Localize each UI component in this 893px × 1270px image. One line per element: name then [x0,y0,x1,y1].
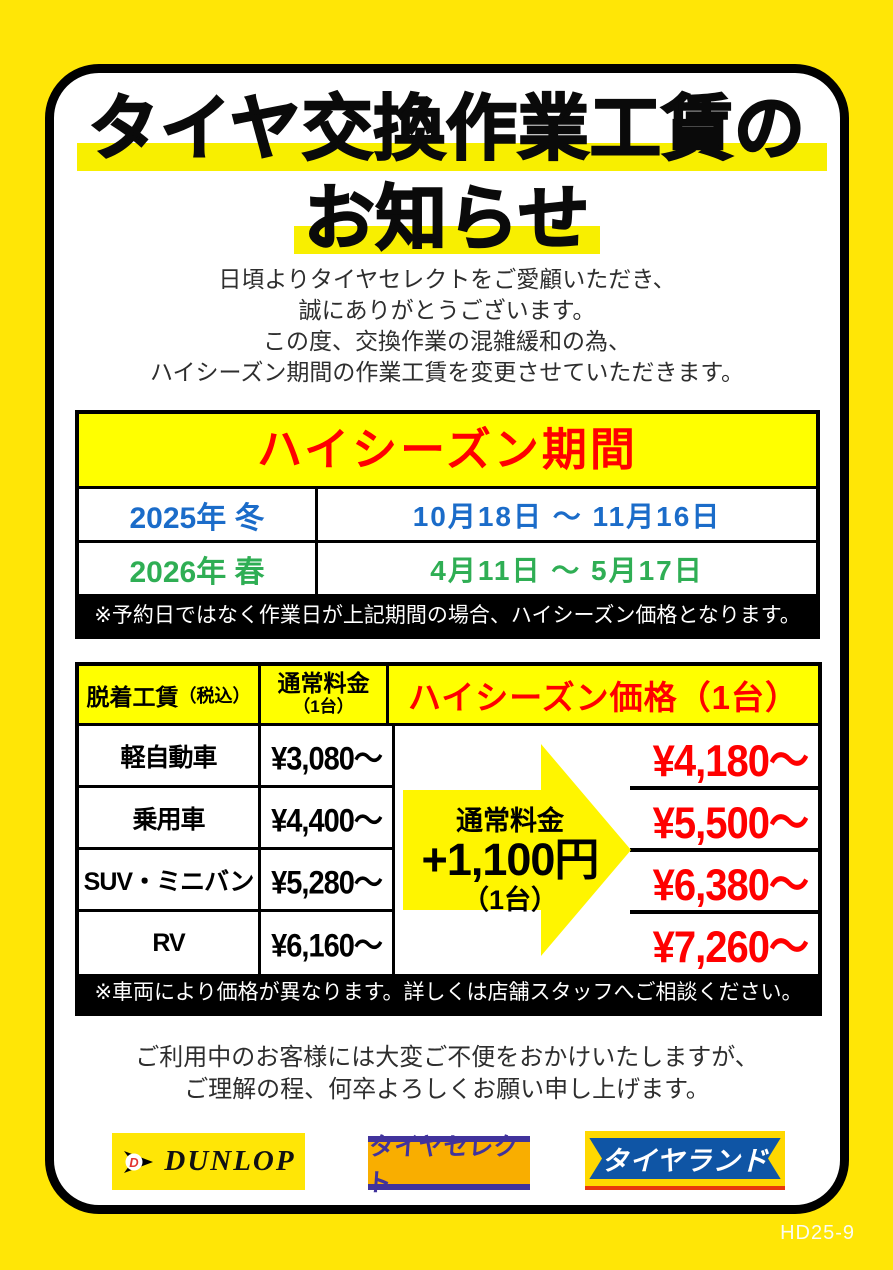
intro-line: 日頃よりタイヤセレクトをご愛顧いただき、 [218,266,676,292]
normal-price: ¥6,160～ [271,928,383,965]
high-price-row: ¥7,260～ [395,910,818,974]
col-header-vehicle-sub: （税込） [178,685,251,706]
table-row: RV ¥6,160～ [79,912,392,974]
high-price: ¥5,500～ [652,798,809,849]
tire-select-wordmark: タイヤセレクト [365,1133,520,1197]
svg-text:D: D [130,1155,140,1170]
arrow-line-1: 通常料金 [456,806,564,836]
normal-price-cell: ¥5,280～ [261,850,392,909]
price-table: 脱着工賃 （税込） 通常料金 （1台） ハイシーズン価格（1台） 軽自動車 ¥3,… [75,662,822,1016]
plus-price-arrow-icon [403,744,633,956]
table-row: SUV・ミニバン ¥5,280～ [79,850,392,912]
vehicle-cell: SUV・ミニバン [79,850,261,909]
title-highlight-bar-1 [77,143,827,171]
price-table-header: 脱着工賃 （税込） 通常料金 （1台） ハイシーズン価格（1台） [79,666,818,726]
season-label: 2025年 冬 [79,489,318,540]
title-line-2: お知らせ [45,175,849,265]
normal-price-cell: ¥6,160～ [261,912,392,974]
intro-line: ハイシーズン期間の作業工賃を変更させていただきます。 [149,359,745,385]
high-price: ¥7,260～ [652,922,809,973]
price-table-note: ※車両により価格が異なります。詳しくは店舗スタッフへご相談ください。 [79,974,818,1012]
high-price-row: ¥6,380～ [395,848,818,912]
closing-line: ご利用中のお客様には大変ご不便をおかけいたしますが、 [135,1044,759,1071]
table-row: 乗用車 ¥4,400～ [79,788,392,850]
price-table-left: 軽自動車 ¥3,080～ 乗用車 ¥4,400～ SUV・ミニバン ¥5,280… [79,726,392,974]
season-period: 4月11日 ～ 5月17日 [430,554,704,586]
dunlop-wordmark: DUNLOP [164,1145,296,1177]
arrow-line-3: （1台） [461,885,559,915]
season-row-spring: 2026年 春 4月11日 ～ 5月17日 [79,543,816,597]
col-header-normal-sub: （1台） [293,696,354,716]
season-table-note: ※予約日ではなく作業日が上記期間の場合、ハイシーズン価格となります。 [79,597,816,635]
vehicle-cell: RV [79,912,261,974]
closing-line: ご理解の程、何卒よろしくお願い申し上げます。 [184,1076,710,1103]
high-price: ¥6,380～ [652,860,809,911]
document-code: HD25-9 [780,1222,855,1244]
season-label: 2026年 春 [79,543,318,594]
col-header-highseason: ハイシーズン価格（1台） [389,666,818,723]
title-text-1: タイヤ交換作業工賃の [87,89,806,170]
normal-price: ¥4,400～ [271,802,383,839]
tire-select-logo: タイヤセレクト [366,1133,530,1197]
normal-price-cell: ¥4,400～ [261,788,392,847]
dunlop-d-arrow-icon: D [124,1150,154,1173]
normal-price-cell: ¥3,080～ [261,726,392,785]
arrow-line-2: +1,100円 [421,834,600,885]
page-title: タイヤ交換作業工賃の お知らせ [45,85,849,265]
price-table-body: 軽自動車 ¥3,080～ 乗用車 ¥4,400～ SUV・ミニバン ¥5,280… [79,726,818,974]
col-header-normal: 通常料金 （1台） [261,666,389,723]
high-price: ¥4,180～ [652,736,809,787]
normal-price: ¥3,080～ [271,740,383,777]
season-table: ハイシーズン期間 2025年 冬 10月18日 ～ 11月16日 2026年 春… [75,410,820,639]
season-period: 10月18日 ～ 11月16日 [412,500,722,532]
title-text-2: お知らせ [303,179,591,260]
title-highlight-bar-2 [294,226,600,254]
closing-text: ご利用中のお客様には大変ご不便をおかけいたしますが、 ご理解の程、何卒よろしくお… [45,1042,849,1106]
vehicle-cell: 乗用車 [79,788,261,847]
notice-card [45,64,849,1214]
high-price-row: ¥4,180～ [395,726,818,788]
season-table-title: ハイシーズン期間 [79,414,816,489]
vehicle-cell: 軽自動車 [79,726,261,785]
normal-price: ¥5,280～ [271,864,383,901]
col-header-normal-text: 通常料金 [277,669,370,696]
intro-line: 誠にありがとうございます。 [298,297,596,323]
intro-text: 日頃よりタイヤセレクトをご愛顧いただき、 誠にありがとうございます。 この度、交… [45,264,849,388]
plus-price-text: 通常料金 +1,100円 （1台） [403,806,617,916]
high-price-row: ¥5,500～ [395,786,818,850]
high-season-cell: ¥4,180～ ¥5,500～ ¥6,380～ ¥7,260～ 通常料金 +1,… [392,726,818,974]
season-row-winter: 2025年 冬 10月18日 ～ 11月16日 [79,489,816,543]
col-header-vehicle-text: 脱着工賃 [86,683,179,710]
tire-land-logo: タイヤランド [585,1131,785,1190]
intro-line: この度、交換作業の混雑緩和の為、 [263,328,631,354]
table-row: 軽自動車 ¥3,080～ [79,726,392,788]
title-line-1: タイヤ交換作業工賃の [45,85,849,175]
tire-land-band: タイヤランド [585,1138,785,1179]
tire-land-wordmark: タイヤランド [601,1146,769,1176]
dunlop-logo: D DUNLOP [112,1133,305,1190]
col-header-vehicle: 脱着工賃 （税込） [79,666,261,723]
